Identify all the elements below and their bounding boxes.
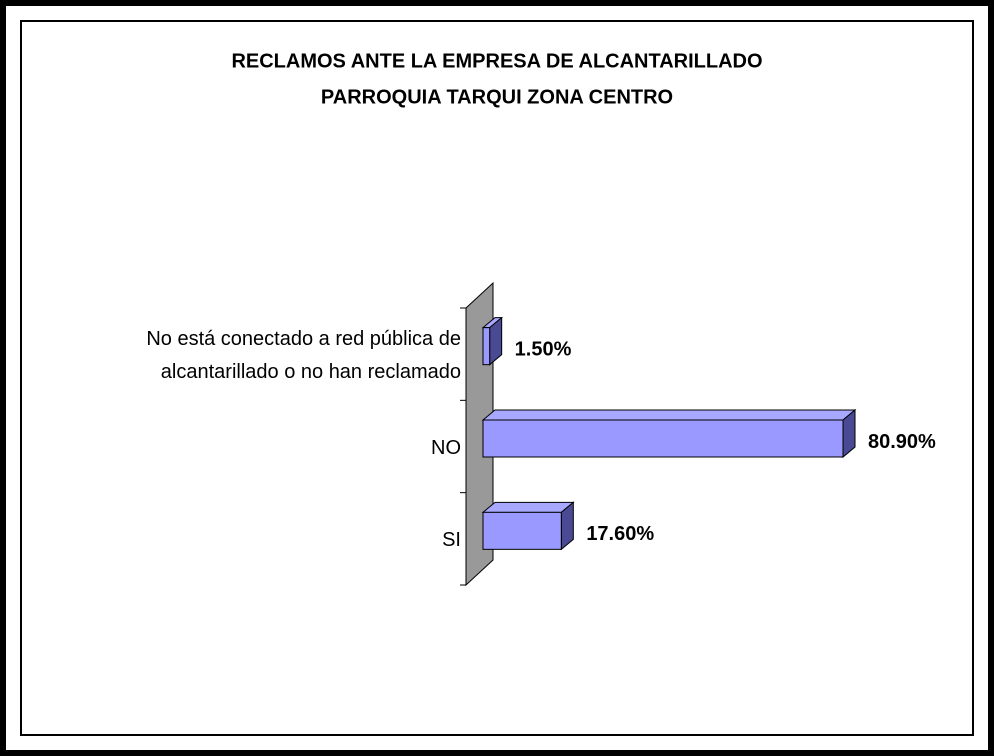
bar-top: [481, 409, 857, 421]
chart-title: PARROQUIA TARQUI ZONA CENTRO: [321, 86, 673, 108]
category-label: SI: [442, 529, 461, 552]
category-label: No está conectado a red pública de alcan…: [146, 328, 461, 384]
data-label: 1.50%: [515, 338, 572, 360]
bar: [482, 511, 562, 550]
category-label: NO: [431, 437, 461, 459]
data-label: 17.60%: [586, 523, 654, 545]
inner-frame: [20, 20, 974, 736]
chart-title: RECLAMOS ANTE LA EMPRESA DE ALCANTARILLA…: [231, 50, 762, 72]
bar-top: [481, 501, 575, 513]
bar: [482, 419, 844, 458]
data-label: 80.90%: [868, 431, 936, 453]
bar: [482, 327, 491, 366]
